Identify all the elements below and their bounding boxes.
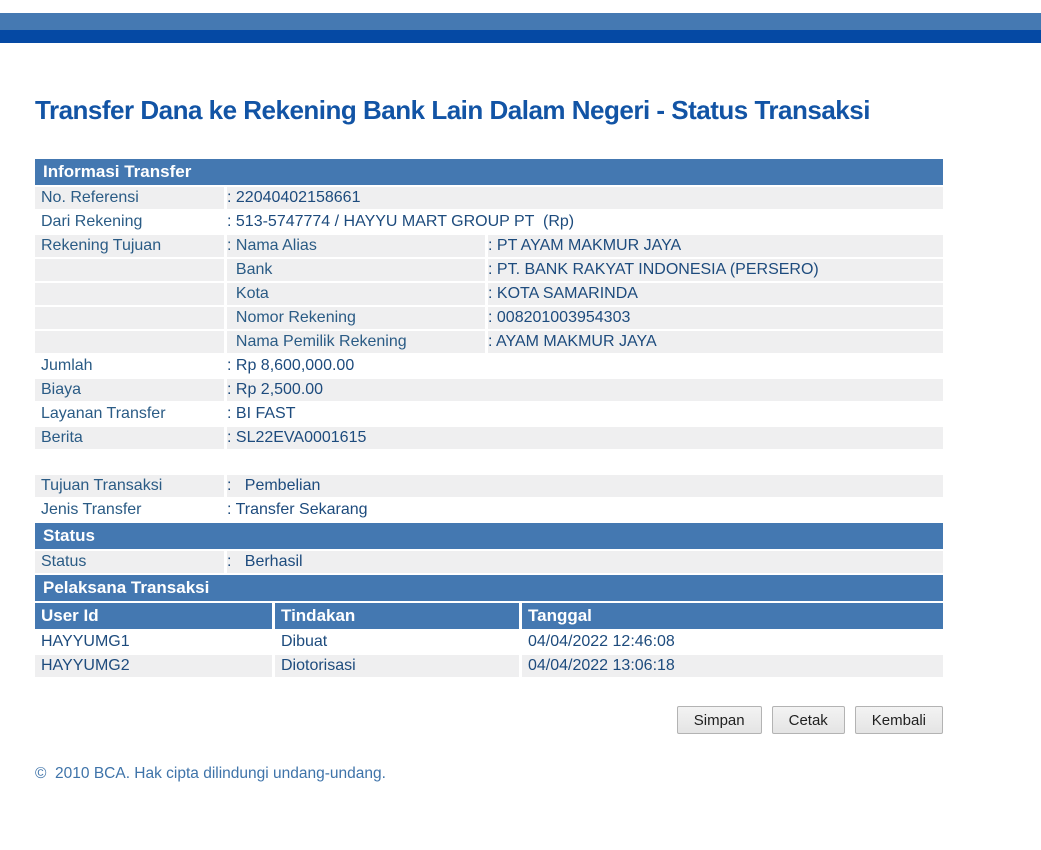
row-label: Status xyxy=(41,553,87,570)
informasi-transfer-table: Informasi Transfer No. Referensi : 22040… xyxy=(35,159,943,677)
table-row-rekening-tujuan: Nomor Rekening : 008201003954303 xyxy=(35,307,943,329)
table-row: Tujuan Transaksi : Pembelian xyxy=(35,475,943,497)
subrow-label: Nama Pemilik Rekening xyxy=(227,333,407,350)
section-header-pelaksana-transaksi: Pelaksana Transaksi xyxy=(35,575,943,601)
row-label: Dari Rekening xyxy=(41,213,143,230)
column-gap xyxy=(519,603,522,629)
column-gap xyxy=(485,235,488,257)
column-gap xyxy=(224,355,227,377)
row-label: Jenis Transfer xyxy=(41,501,142,518)
section-header-informasi-transfer: Informasi Transfer xyxy=(35,159,943,185)
cell-tanggal: 04/04/2022 13:06:18 xyxy=(522,655,943,677)
subrow-label: Kota xyxy=(227,285,269,302)
column-gap xyxy=(224,403,227,425)
column-gap xyxy=(485,259,488,281)
column-gap xyxy=(485,307,488,329)
table-row: Biaya : Rp 2,500.00 xyxy=(35,379,943,401)
row-value: : Rp 8,600,000.00 xyxy=(227,357,355,374)
column-gap xyxy=(224,499,227,521)
table-row: No. Referensi : 22040402158661 xyxy=(35,187,943,209)
table-row-rekening-tujuan: Nama Pemilik Rekening : AYAM MAKMUR JAYA xyxy=(35,331,943,353)
table-row-rekening-tujuan: Rekening Tujuan : Nama Alias : PT AYAM M… xyxy=(35,235,943,257)
row-label: No. Referensi xyxy=(41,189,139,206)
cell-user-id: HAYYUMG2 xyxy=(35,655,272,677)
column-gap xyxy=(224,235,227,257)
column-gap xyxy=(224,475,227,497)
cell-tindakan: Dibuat xyxy=(275,631,519,653)
copyright-footer: © 2010 BCA. Hak cipta dilindungi undang-… xyxy=(35,765,386,782)
column-gap xyxy=(485,283,488,305)
table-row: Jenis Transfer : Transfer Sekarang xyxy=(35,499,943,521)
cell-tindakan: Diotorisasi xyxy=(275,655,519,677)
table-row: Dari Rekening : 513-5747774 / HAYYU MART… xyxy=(35,211,943,233)
table-row: Jumlah : Rp 8,600,000.00 xyxy=(35,355,943,377)
column-gap xyxy=(224,283,227,305)
column-gap xyxy=(224,427,227,449)
subrow-label: : Nama Alias xyxy=(227,237,317,254)
column-gap xyxy=(485,331,488,353)
table-row: Layanan Transfer : BI FAST xyxy=(35,403,943,425)
row-label: Jumlah xyxy=(41,357,93,374)
column-gap xyxy=(519,631,522,653)
column-gap xyxy=(224,379,227,401)
row-label: Biaya xyxy=(41,381,82,398)
top-bar-secondary xyxy=(0,30,1041,43)
column-header-user-id: User Id xyxy=(35,603,272,629)
page-title: Transfer Dana ke Rekening Bank Lain Dala… xyxy=(35,95,870,125)
column-gap xyxy=(272,603,275,629)
subrow-value: : KOTA SAMARINDA xyxy=(488,285,638,302)
subrow-label: Bank xyxy=(227,261,273,278)
action-button-row: Simpan Cetak Kembali xyxy=(35,706,943,734)
row-value: : Transfer Sekarang xyxy=(227,501,368,518)
row-label: Tujuan Transaksi xyxy=(41,477,163,494)
row-label: Berita xyxy=(41,429,83,446)
column-gap xyxy=(224,331,227,353)
row-value: : BI FAST xyxy=(227,405,296,422)
table-row: Berita : SL22EVA0001615 xyxy=(35,427,943,449)
row-value: : Pembelian xyxy=(227,477,321,494)
table-row-rekening-tujuan: Kota : KOTA SAMARINDA xyxy=(35,283,943,305)
table-row-rekening-tujuan: Bank : PT. BANK RAKYAT INDONESIA (PERSER… xyxy=(35,259,943,281)
cell-tanggal: 04/04/2022 12:46:08 xyxy=(522,631,943,653)
column-gap xyxy=(224,307,227,329)
column-gap xyxy=(272,655,275,677)
kembali-button[interactable]: Kembali xyxy=(854,706,943,734)
column-gap xyxy=(224,551,227,573)
column-gap xyxy=(224,187,227,209)
pelaksana-row: HAYYUMG1 Dibuat 04/04/2022 12:46:08 xyxy=(35,631,943,653)
column-gap xyxy=(224,211,227,233)
subrow-value: : PT. BANK RAKYAT INDONESIA (PERSERO) xyxy=(488,261,819,278)
row-label: Rekening Tujuan xyxy=(41,237,162,254)
subrow-value: : 008201003954303 xyxy=(488,309,631,326)
column-header-tindakan: Tindakan xyxy=(275,603,519,629)
simpan-button[interactable]: Simpan xyxy=(676,706,762,734)
status-value: : Berhasil xyxy=(227,553,303,570)
pelaksana-row: HAYYUMG2 Diotorisasi 04/04/2022 13:06:18 xyxy=(35,655,943,677)
row-value: : SL22EVA0001615 xyxy=(227,429,367,446)
column-gap xyxy=(224,259,227,281)
row-label: Layanan Transfer xyxy=(41,405,166,422)
blank-spacer-row xyxy=(35,451,943,475)
column-gap xyxy=(519,655,522,677)
cetak-button[interactable]: Cetak xyxy=(771,706,845,734)
pelaksana-column-header-row: User Id Tindakan Tanggal xyxy=(35,603,943,629)
row-value: : 22040402158661 xyxy=(227,189,361,206)
subrow-value: : AYAM MAKMUR JAYA xyxy=(488,333,657,350)
cell-user-id: HAYYUMG1 xyxy=(35,631,272,653)
row-value: : Rp 2,500.00 xyxy=(227,381,324,398)
column-gap xyxy=(272,631,275,653)
status-row: Status : Berhasil xyxy=(35,551,943,573)
main-content: Transfer Dana ke Rekening Bank Lain Dala… xyxy=(35,95,943,783)
top-bar-primary xyxy=(0,13,1041,30)
column-header-tanggal: Tanggal xyxy=(522,603,943,629)
section-header-status: Status xyxy=(35,523,943,549)
subrow-label: Nomor Rekening xyxy=(227,309,356,326)
row-value: : 513-5747774 / HAYYU MART GROUP PT (Rp) xyxy=(227,213,575,230)
subrow-value: : PT AYAM MAKMUR JAYA xyxy=(488,237,682,254)
